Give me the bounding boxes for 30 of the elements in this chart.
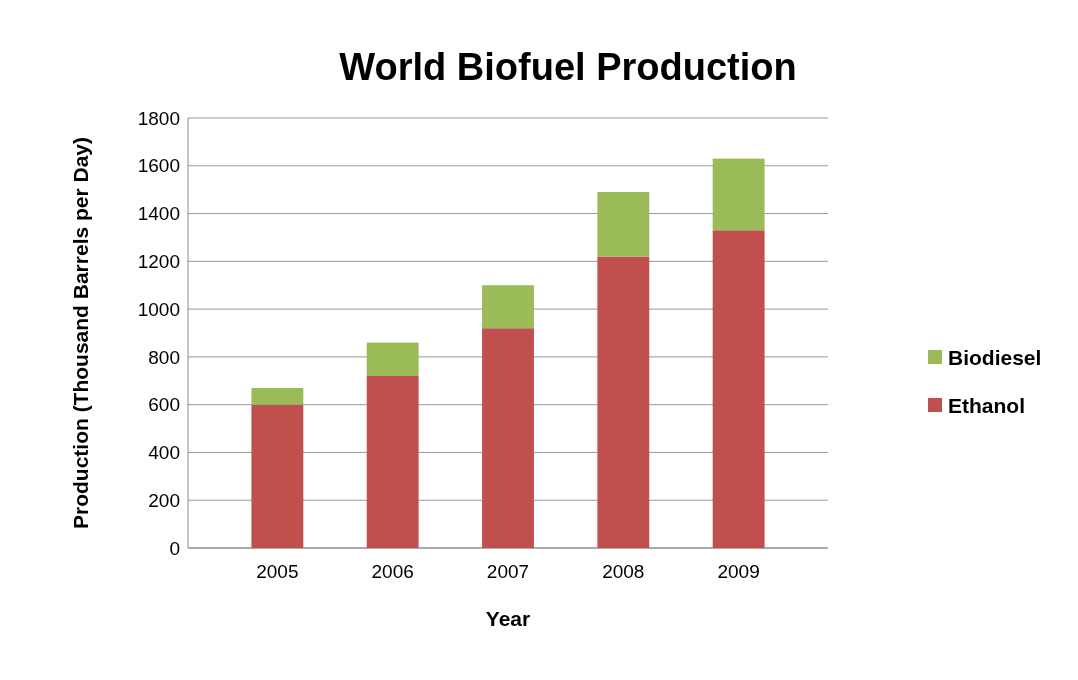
y-tick-label: 1800 — [137, 107, 180, 129]
legend-label: Biodiesel — [948, 346, 1042, 370]
bar — [366, 342, 419, 376]
y-tick-label: 0 — [169, 537, 180, 559]
y-tick-label: 1000 — [137, 298, 180, 320]
y-tick-label: 1600 — [137, 155, 180, 177]
y-tick-label: 400 — [148, 442, 180, 464]
y-tick-label: 1400 — [137, 203, 180, 225]
bar — [251, 387, 304, 405]
x-axis-title: Year — [485, 607, 531, 630]
bar — [597, 256, 650, 548]
x-tick-label: 2005 — [256, 561, 299, 582]
bar — [366, 376, 419, 548]
y-axis-title: Production (Thousand Barrels per Day) — [69, 136, 92, 530]
x-tick-label: 2007 — [486, 561, 530, 582]
y-tick-label: 1200 — [137, 250, 180, 272]
bar — [712, 158, 765, 231]
x-tick-label: 2006 — [371, 561, 414, 582]
chart-title: World Biofuel Production — [339, 46, 797, 88]
x-tick-label: 2009 — [717, 561, 760, 582]
bar — [251, 404, 304, 548]
x-tick-label: 2008 — [602, 561, 645, 582]
bar — [482, 328, 534, 548]
y-tick-label: 600 — [148, 394, 180, 416]
y-tick-label: 200 — [148, 489, 180, 511]
bar — [712, 230, 765, 548]
y-tick-label: 800 — [148, 346, 180, 368]
legend-label: Ethanol — [948, 394, 1025, 418]
bar — [597, 192, 650, 257]
bar — [482, 285, 534, 329]
